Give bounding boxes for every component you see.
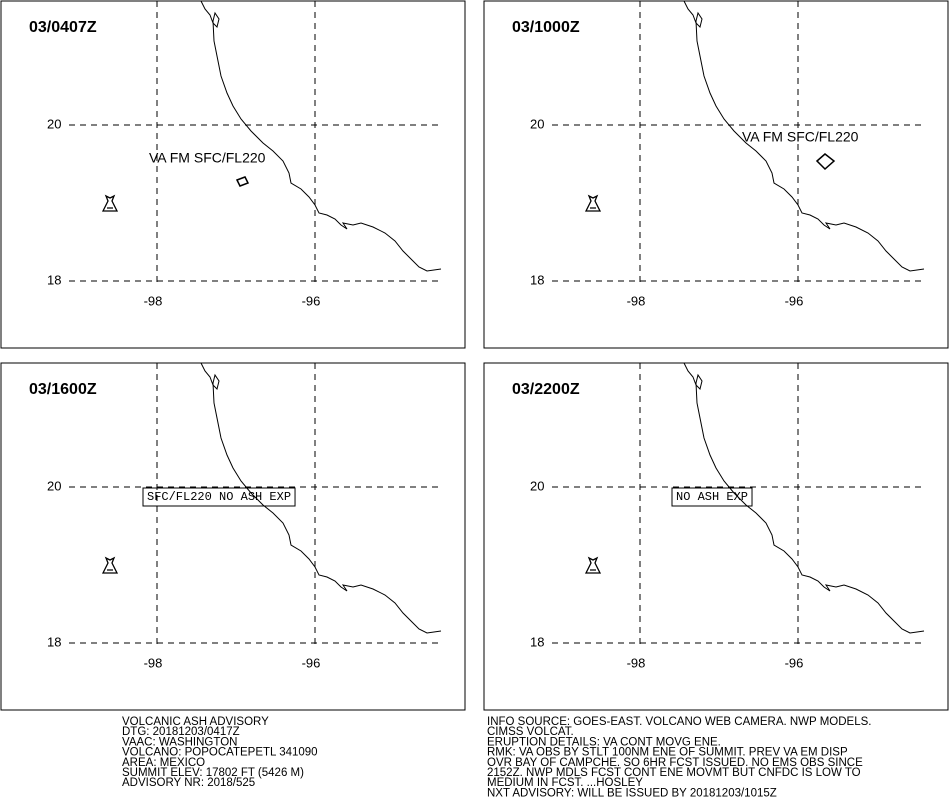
coastline [683,362,925,634]
advisory-line: VOLCANO: POPOCATEPETL 341090 [122,747,318,759]
advisory-line: NXT ADVISORY: WILL BE ISSUED BY 20181203… [487,787,777,799]
lon-label: -96 [302,655,321,670]
panel-frame [483,0,949,349]
panel-frame [0,0,466,349]
advisory-line: VAAC: WASHINGTON [122,736,237,748]
coastline [200,362,442,634]
advisory-line: VOLCANIC ASH ADVISORY [122,716,269,728]
ash-area [815,153,836,171]
coastline [683,0,925,272]
lat-label: 20 [530,116,544,131]
map-panel: 20 18 -98 -96 03/1600Z SFC/FL220 NO ASH EXP [0,362,466,711]
lat-label: 20 [47,116,61,131]
annotation: NO ASH EXP [676,490,748,504]
annotation: SFC/FL220 NO ASH EXP [147,490,291,504]
map-panel: 20 18 -98 -96 03/1000Z VA FM SFC/FL220 [483,0,949,349]
map-panel: 20 18 -98 -96 03/0407Z VA FM SFC/FL220 [0,0,466,349]
advisory-line: ADVISORY NR: 2018/525 [122,777,255,789]
advisory-line: SUMMIT ELEV: 17802 FT (5426 M) [122,767,304,779]
lon-label: -96 [302,293,321,308]
advisory-line: MEDIUM IN FCST. ...HOSLEY [487,777,643,789]
advisory-line: CIMSS VOLCAT. [487,726,574,738]
advisory-line: DTG: 20181203/0417Z [122,726,240,738]
advisory-line: OVR BAY OF CAMPCHE. SO 6HR FCST ISSUED. … [487,757,863,769]
valid-time: 03/1600Z [29,381,97,398]
lon-label: -98 [627,293,646,308]
lon-label: -98 [627,655,646,670]
volcano-icon [584,194,602,212]
annotation-box [671,487,753,507]
lat-label: 18 [47,634,61,649]
lat-label: 18 [530,272,544,287]
valid-time: 03/1000Z [512,19,580,36]
panel-frame [0,362,466,711]
panel-frame [483,362,949,711]
map-panel: 20 18 -98 -96 03/2200Z NO ASH EXP [483,362,949,711]
lon-label: -96 [785,655,804,670]
ash-area [235,176,250,187]
volcano-icon [101,194,119,212]
lon-label: -96 [785,293,804,308]
valid-time: 03/2200Z [512,381,580,398]
lat-label: 18 [47,272,61,287]
annotation: VA FM SFC/FL220 [742,129,859,145]
lat-label: 20 [530,478,544,493]
advisory-line: AREA: MEXICO [122,757,205,769]
annotation: VA FM SFC/FL220 [149,150,266,166]
advisory-line: 2152Z. NWP MDLS FCST CONT ENE MOVMT BUT … [487,767,861,779]
lon-label: -98 [144,293,163,308]
advisory-line: RMK: VA OBS BY STLT 100NM ENE OF SUMMIT.… [487,747,848,759]
valid-time: 03/0407Z [29,19,97,36]
annotation-box [142,487,296,507]
volcano-icon [584,556,602,574]
advisory-line: ERUPTION DETAILS: VA CONT MOVG ENE. [487,736,721,748]
lat-label: 18 [530,634,544,649]
volcano-icon [101,556,119,574]
coastline [200,0,442,272]
advisory-line: INFO SOURCE: GOES-EAST. VOLCANO WEB CAME… [487,716,871,728]
lon-label: -98 [144,655,163,670]
lat-label: 20 [47,478,61,493]
